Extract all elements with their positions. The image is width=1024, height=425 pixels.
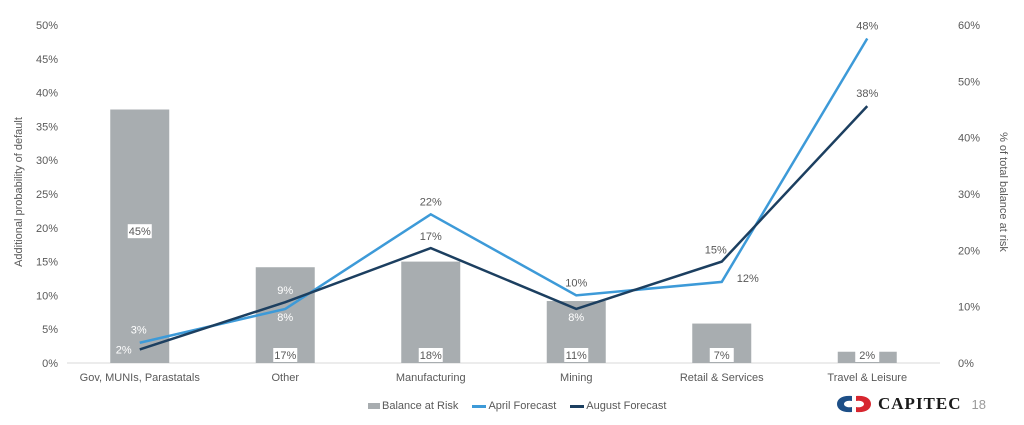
bar-data-label: 17%: [273, 348, 298, 362]
left-y-axis-ticks: 0% 5% 10% 15% 20% 25% 30% 35% 40% 45% 50%: [36, 20, 58, 370]
svg-text:2%: 2%: [859, 350, 875, 362]
legend-item-august-forecast: August Forecast: [570, 400, 666, 412]
april-data-label: 12%: [737, 273, 759, 285]
category-label: Other: [271, 372, 299, 384]
data-labels: 45% 17% 18% 11% 7% 2% 3% 8% 22% 10% 12% 48% 2% 9% 17% 8…: [116, 21, 880, 362]
bar: [255, 267, 315, 363]
y2-tick-label: 30%: [958, 189, 980, 201]
legend-swatch-line: [570, 404, 585, 408]
y-tick-label: 15%: [36, 257, 58, 269]
april-data-label: 8%: [277, 312, 293, 324]
august-data-label: 15%: [705, 245, 727, 257]
line-series: [139, 37, 869, 351]
bar-data-label: 18%: [418, 348, 443, 362]
line-april-forecast: [139, 37, 869, 344]
chart-legend: Balance at Risk April Forecast August Fo…: [368, 400, 666, 412]
line-august-forecast: [139, 105, 869, 351]
legend-swatch-line: [472, 404, 487, 408]
y-tick-label: 45%: [36, 54, 58, 66]
august-data-label: 9%: [277, 285, 293, 297]
legend-label: August Forecast: [586, 400, 667, 412]
y2-tick-label: 20%: [958, 245, 980, 257]
page-number: 18: [971, 396, 986, 412]
y-tick-label: 40%: [36, 88, 58, 100]
svg-text:45%: 45%: [129, 226, 151, 238]
capitec-logo-icon: [837, 395, 871, 413]
right-y-axis-label: % of total balance at risk: [997, 132, 1009, 252]
legend-label: April Forecast: [488, 400, 557, 412]
right-y-axis-ticks: 0% 10% 20% 30% 40% 50% 60%: [958, 20, 980, 370]
category-label: Gov, MUNIs, Parastatals: [80, 372, 201, 384]
y-tick-label: 5%: [42, 324, 58, 336]
svg-text:7%: 7%: [714, 350, 730, 362]
brand-name: CAPITEC: [878, 394, 962, 413]
august-data-label: 38%: [856, 88, 878, 100]
august-data-label: 17%: [420, 231, 442, 243]
bar-data-label: 45%: [127, 224, 152, 239]
y-tick-label: 50%: [36, 20, 58, 32]
y-tick-label: 35%: [36, 121, 58, 133]
y-tick-label: 20%: [36, 223, 58, 235]
y2-tick-label: 40%: [958, 133, 980, 145]
svg-text:17%: 17%: [274, 350, 296, 362]
legend-item-april-forecast: April Forecast: [472, 400, 556, 412]
y-tick-label: 0%: [42, 358, 58, 370]
august-data-label: 8%: [568, 312, 584, 324]
y-tick-label: 10%: [36, 290, 58, 302]
bar: [401, 261, 461, 363]
y2-tick-label: 50%: [958, 76, 980, 88]
category-label: Mining: [560, 372, 592, 384]
left-y-axis-label: Additional probability of default: [13, 117, 25, 267]
y-tick-label: 25%: [36, 189, 58, 201]
bar-data-label: 7%: [709, 348, 734, 362]
april-data-label: 22%: [420, 196, 442, 208]
y2-tick-label: 0%: [958, 358, 974, 370]
y2-tick-label: 10%: [958, 302, 980, 314]
category-label: Retail & Services: [680, 372, 764, 384]
april-data-label: 10%: [565, 277, 587, 289]
category-label: Manufacturing: [396, 372, 466, 384]
svg-text:11%: 11%: [566, 350, 587, 362]
legend-swatch-bar: [368, 403, 380, 409]
bar-data-label: 2%: [855, 348, 880, 362]
bar-series-balance-at-risk: [110, 109, 897, 363]
legend-label: Balance at Risk: [382, 400, 459, 412]
y-tick-label: 30%: [36, 155, 58, 167]
footer-brand: CAPITEC 18: [836, 394, 986, 414]
august-data-label: 2%: [116, 344, 132, 356]
y2-tick-label: 60%: [958, 20, 980, 32]
april-data-label: 48%: [856, 21, 878, 33]
bar-data-label: 11%: [564, 348, 589, 362]
x-axis-categories: Gov, MUNIs, Parastatals Other Manufacturin…: [80, 372, 907, 384]
category-label: Travel & Leisure: [827, 372, 907, 384]
combo-chart: 0% 5% 10% 15% 20% 25% 30% 35% 40% 45% 50% 0% 10% 20%…: [13, 20, 1009, 384]
legend-item-balance-at-risk: Balance at Risk: [368, 400, 458, 412]
svg-text:18%: 18%: [420, 350, 442, 362]
april-data-label: 3%: [131, 325, 147, 337]
